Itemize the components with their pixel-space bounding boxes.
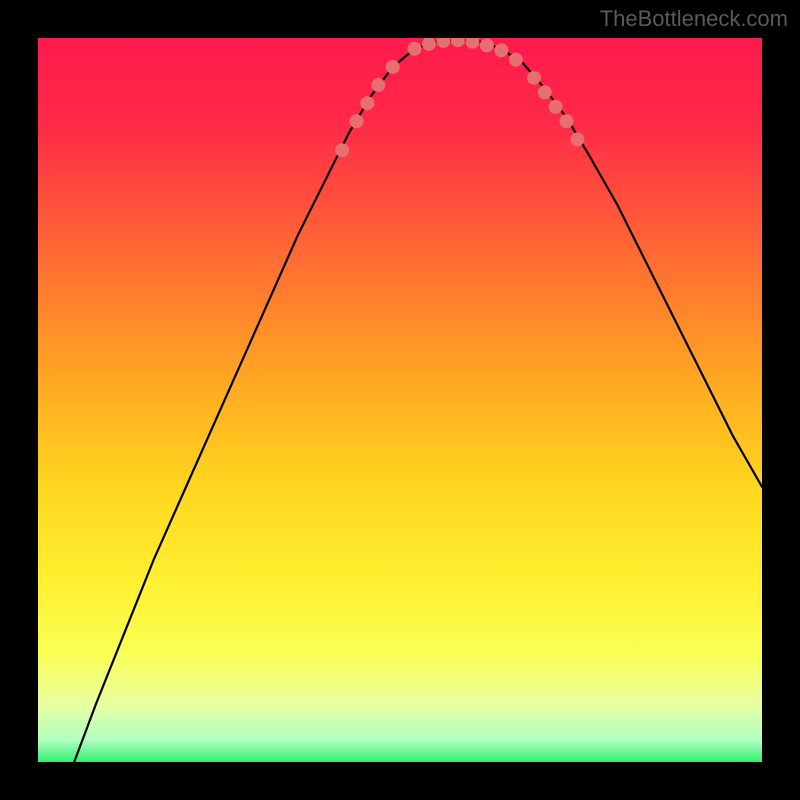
- marker-point: [407, 42, 421, 56]
- marker-point: [570, 132, 584, 146]
- marker-point: [451, 38, 465, 47]
- marker-point: [560, 114, 574, 128]
- plot-area: [38, 38, 762, 762]
- markers-group: [335, 38, 584, 157]
- marker-point: [360, 96, 374, 110]
- bottleneck-curve: [74, 40, 762, 762]
- marker-point: [386, 60, 400, 74]
- marker-point: [371, 78, 385, 92]
- marker-point: [538, 85, 552, 99]
- marker-point: [509, 53, 523, 67]
- marker-point: [549, 100, 563, 114]
- marker-point: [527, 71, 541, 85]
- marker-point: [436, 38, 450, 48]
- marker-point: [350, 114, 364, 128]
- watermark-text: TheBottleneck.com: [600, 6, 788, 32]
- marker-point: [494, 43, 508, 57]
- marker-point: [422, 38, 436, 51]
- marker-point: [335, 143, 349, 157]
- marker-point: [465, 38, 479, 49]
- marker-point: [480, 38, 494, 52]
- curve-layer: [38, 38, 762, 762]
